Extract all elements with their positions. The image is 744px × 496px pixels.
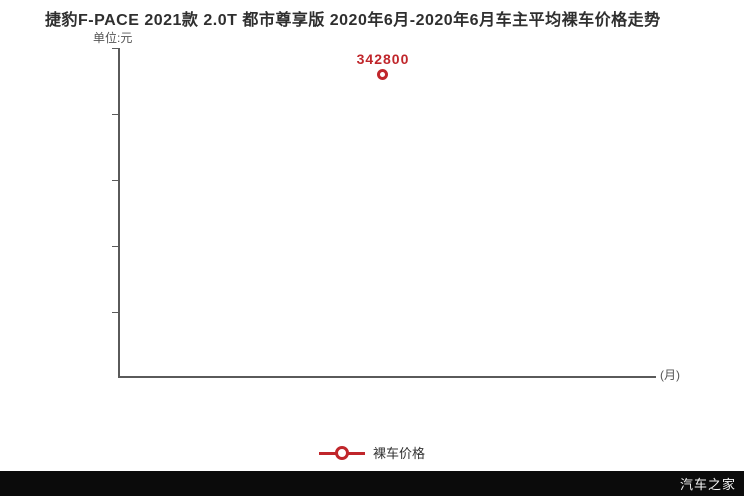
brand-watermark: 汽车之家 [679,477,736,492]
y-axis-tick [112,312,118,313]
x-axis-label: (月) [660,368,680,382]
data-point-value-label: 342800 [356,51,410,67]
legend-series-label: 裸车价格 [372,446,425,461]
y-axis-tick [112,48,118,49]
legend-series-marker-icon [318,444,365,462]
footer-watermark-bar: 汽车之家 [0,471,744,496]
y-axis-unit-label: 单位:元 [93,31,133,45]
y-axis-tick [112,246,118,247]
data-point-marker[interactable] [377,69,388,80]
y-axis-tick [112,114,118,115]
chart-legend[interactable]: 裸车价格 [0,443,744,462]
y-axis-line [118,48,120,378]
chart-title: 捷豹F-PACE 2021款 2.0T 都市尊享版 2020年6月-2020年6… [45,12,661,29]
legend-dot-icon [334,445,349,460]
x-axis-line [118,376,656,378]
y-axis-tick [112,180,118,181]
